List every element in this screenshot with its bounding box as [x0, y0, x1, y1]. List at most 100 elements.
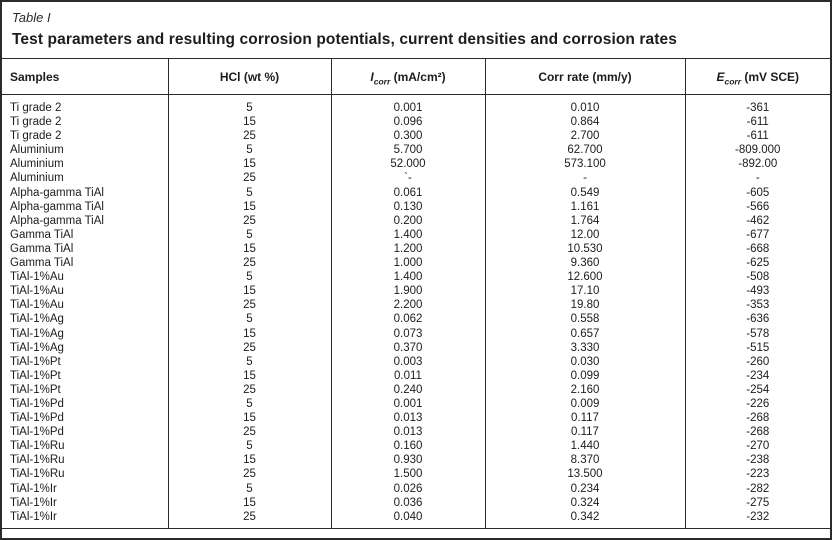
cell-ecorr: -223 [684, 467, 830, 482]
cell-corr-rate: 0.030 [484, 354, 685, 369]
table-row: TiAl-1%Au 15 1.900 17.10 -493 [2, 284, 830, 299]
table-row: TiAl-1%Ag 5 0.062 0.558 -636 [2, 312, 830, 327]
cell-sample: TiAl-1%Au [10, 299, 64, 312]
cell-corr-rate: 1.440 [484, 439, 685, 454]
table-caption: Table I [12, 10, 51, 25]
cell-ecorr: -361 [684, 94, 830, 116]
cell-hcl: 25 [167, 129, 331, 144]
cell-icorr: 0.062 [330, 312, 485, 327]
table-row: TiAl-1%Pd 25 0.013 0.117 -268 [2, 425, 830, 440]
cell-icorr: 0.001 [330, 396, 485, 412]
table-row: TiAl-1%Au 25 2.200 19.80 -353 [2, 298, 830, 313]
cell-hcl: 25 [167, 256, 331, 271]
cell-corr-rate: 1.161 [484, 199, 685, 214]
cell-corr-rate: 0.657 [484, 326, 685, 341]
cell-sample: TiAl-1%Pt [10, 383, 61, 396]
cell-sample: Aluminium [10, 144, 64, 157]
cell-icorr: `- [330, 171, 485, 186]
col-header-icorr: Icorr (mA/cm²) [330, 58, 485, 95]
cell-ecorr: -226 [684, 396, 830, 412]
cell-icorr: 0.073 [330, 326, 485, 341]
cell-corr-rate: 10.530 [484, 241, 685, 257]
cell-icorr: 1.900 [330, 284, 485, 299]
cell-sample: TiAl-1%Au [10, 285, 64, 298]
cell-sample: Alpha-gamma TiAl [10, 186, 104, 199]
table-row: Alpha-gamma TiAl 5 0.061 0.549 -605 [2, 185, 830, 200]
cell-hcl: 15 [167, 411, 331, 426]
table-row: TiAl-1%Ir 5 0.026 0.234 -282 [2, 481, 830, 496]
table-row: TiAl-1%Pd 5 0.001 0.009 -226 [2, 396, 830, 412]
table-row: TiAl-1%Pt 15 0.011 0.099 -234 [2, 368, 830, 383]
cell-ecorr: -462 [684, 213, 830, 228]
cell-corr-rate: - [484, 171, 685, 186]
cell-sample: TiAl-1%Ru [10, 440, 65, 453]
cell-icorr: 0.001 [330, 94, 485, 116]
cell-ecorr: -611 [684, 129, 830, 144]
cell-icorr: 0.003 [330, 354, 485, 369]
cell-icorr: 0.160 [330, 439, 485, 454]
cell-corr-rate: 1.764 [484, 213, 685, 228]
cell-ecorr: -625 [684, 256, 830, 271]
table-row: TiAl-1%Ru 25 1.500 13.500 -223 [2, 467, 830, 482]
table-row: Ti grade 2 5 0.001 0.010 -361 [2, 94, 830, 116]
cell-corr-rate: 17.10 [484, 284, 685, 299]
header-row: Samples HCl (wt %) Icorr (mA/cm²) Corr r… [2, 58, 830, 95]
cell-hcl: 5 [167, 312, 331, 327]
table-row: Alpha-gamma TiAl 25 0.200 1.764 -462 [2, 213, 830, 228]
cell-icorr: 0.013 [330, 411, 485, 426]
cell-icorr: 1.400 [330, 227, 485, 242]
cell-sample: TiAl-1%Pd [10, 397, 64, 410]
table-row: Ti grade 2 25 0.300 2.700 -611 [2, 129, 830, 144]
cell-icorr: 0.026 [330, 481, 485, 496]
cell-sample: TiAl-1%Ru [10, 468, 65, 481]
cell-ecorr: -238 [684, 453, 830, 468]
cell-ecorr: -232 [684, 509, 830, 529]
table-title: Test parameters and resulting corrosion … [12, 31, 677, 48]
table-row: Gamma TiAl 15 1.200 10.530 -668 [2, 241, 830, 257]
cell-ecorr: -611 [684, 115, 830, 130]
table-row: TiAl-1%Ag 15 0.073 0.657 -578 [2, 326, 830, 341]
cell-icorr: 1.200 [330, 241, 485, 257]
cell-corr-rate: 573.100 [484, 157, 685, 172]
table-row: TiAl-1%Ru 5 0.160 1.440 -270 [2, 439, 830, 454]
cell-corr-rate: 0.342 [484, 509, 685, 529]
cell-corr-rate: 62.700 [484, 143, 685, 158]
cell-sample: Aluminium [10, 172, 64, 185]
ecorr-subscript: corr [724, 75, 742, 86]
cell-icorr: 0.013 [330, 425, 485, 440]
caption-area: Table I Test parameters and resulting co… [2, 2, 830, 58]
cell-icorr: 0.096 [330, 115, 485, 130]
cell-corr-rate: 0.324 [484, 495, 685, 510]
cell-sample: TiAl-1%Ir [10, 482, 57, 495]
ecorr-unit: (mV SCE) [741, 69, 800, 84]
cell-corr-rate: 0.558 [484, 312, 685, 327]
cell-sample: TiAl-1%Ag [10, 313, 64, 326]
cell-hcl: 5 [167, 143, 331, 158]
cell-ecorr: -270 [684, 439, 830, 454]
cell-ecorr: -275 [684, 495, 830, 510]
cell-ecorr: -260 [684, 354, 830, 369]
cell-icorr: 1.400 [330, 270, 485, 285]
table-row: TiAl-1%Pt 5 0.003 0.030 -260 [2, 354, 830, 369]
cell-hcl: 5 [167, 396, 331, 412]
cell-corr-rate: 0.549 [484, 185, 685, 200]
cell-hcl: 15 [167, 115, 331, 130]
cell-icorr: 0.040 [330, 509, 485, 529]
cell-ecorr: - [684, 171, 830, 186]
cell-icorr: 2.200 [330, 298, 485, 313]
cell-sample: TiAl-1%Au [10, 271, 64, 284]
cell-ecorr: -508 [684, 270, 830, 285]
cell-icorr: 0.930 [330, 453, 485, 468]
cell-icorr: 0.200 [330, 213, 485, 228]
table-row: Gamma TiAl 5 1.400 12.00 -677 [2, 227, 830, 242]
col-header-hcl: HCl (wt %) [167, 58, 331, 95]
table-row: TiAl-1%Ag 25 0.370 3.330 -515 [2, 340, 830, 355]
icorr-subscript: corr [373, 75, 391, 86]
table-row: Aluminium 25 `- - - [2, 171, 830, 186]
cell-ecorr: -353 [684, 298, 830, 313]
col-header-ecorr: Ecorr (mV SCE) [684, 58, 830, 95]
cell-corr-rate: 12.00 [484, 227, 685, 242]
cell-sample: Alpha-gamma TiAl [10, 200, 104, 213]
cell-hcl: 15 [167, 326, 331, 341]
